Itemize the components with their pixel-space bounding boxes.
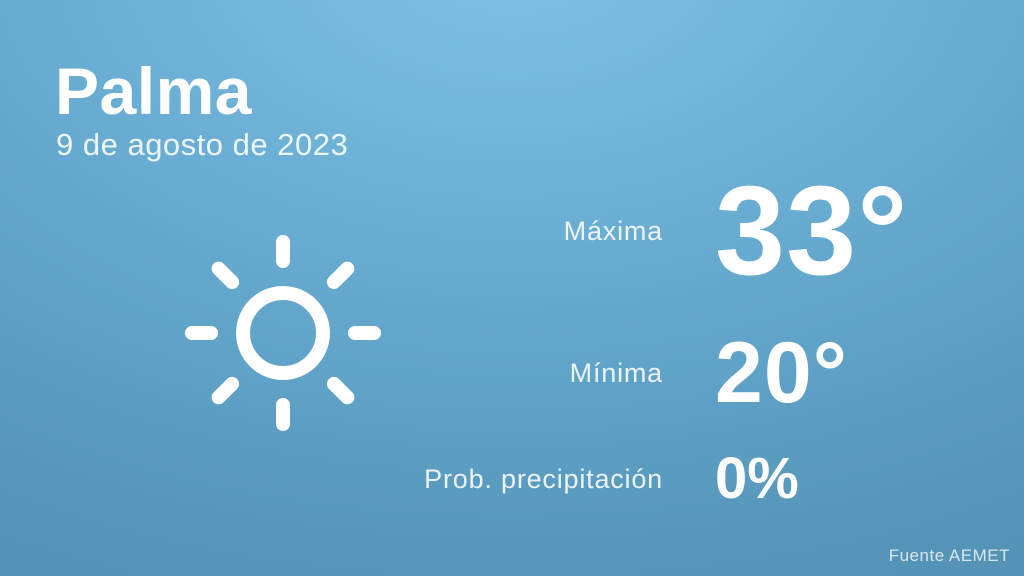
source-attribution: Fuente AEMET	[888, 546, 1010, 565]
minima-label: Mínima	[569, 357, 663, 388]
minima-value: 20°	[715, 325, 849, 421]
metric-row-maxima: Máxima 33°	[350, 166, 1024, 296]
precipitation-value: 0%	[715, 446, 799, 511]
page-title: Palma	[55, 54, 252, 128]
precipitation-label: Prob. precipitación	[424, 463, 663, 494]
metric-row-minima: Mínima 20°	[350, 323, 1024, 423]
maxima-value: 33°	[715, 160, 909, 301]
date-label: 9 de agosto de 2023	[56, 127, 349, 162]
metric-row-precipitation: Prob. precipitación 0%	[350, 438, 1024, 520]
maxima-label: Máxima	[563, 215, 663, 246]
sun-icon	[185, 235, 381, 431]
